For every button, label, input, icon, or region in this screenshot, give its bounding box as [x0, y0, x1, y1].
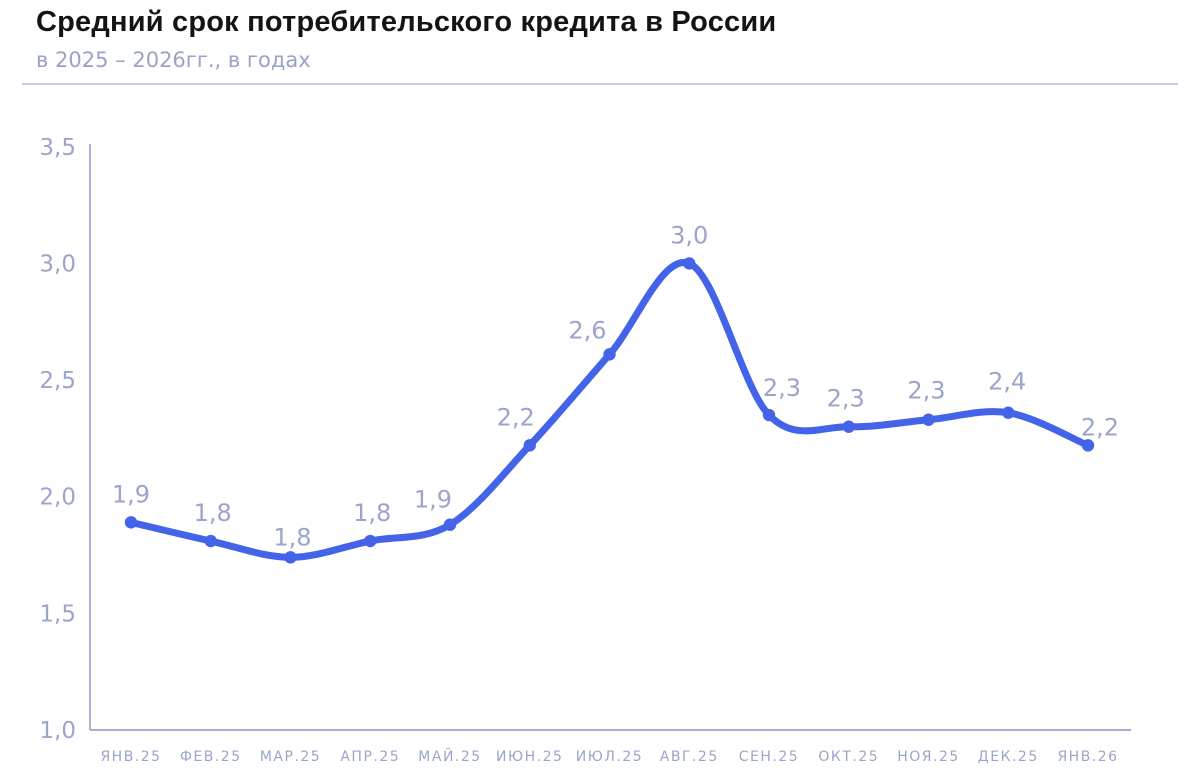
header-divider — [22, 83, 1178, 85]
x-tick-label: ИЮЛ.25 — [576, 749, 643, 765]
data-label: 2,3 — [763, 374, 801, 402]
x-tick-label: ЯНВ.26 — [1057, 749, 1118, 765]
data-label: 2,2 — [1081, 413, 1119, 441]
data-point — [124, 516, 138, 529]
data-label: 1,8 — [273, 523, 311, 551]
x-tick-label: ДЕК.25 — [978, 749, 1039, 765]
chart-title: Средний срок потребительского кредита в … — [36, 6, 777, 38]
x-tick-label: МАР.25 — [260, 749, 321, 765]
y-tick-label: 1,0 — [39, 718, 76, 744]
chart-subtitle: в 2025 – 2026гг., в годах — [36, 48, 311, 72]
data-point — [443, 518, 457, 531]
x-tick-label: ФЕВ.25 — [180, 749, 242, 765]
trend-line — [127, 258, 1092, 561]
data-label: 1,9 — [112, 480, 150, 508]
data-label: 1,8 — [194, 499, 232, 527]
data-label: 2,3 — [907, 377, 945, 405]
y-tick-label: 3,5 — [39, 135, 76, 161]
data-label: 1,8 — [353, 499, 391, 527]
data-point — [842, 420, 855, 433]
data-label: 2,4 — [988, 368, 1026, 396]
data-label: 2,2 — [497, 403, 535, 431]
data-point — [1002, 406, 1015, 419]
data-point — [922, 413, 935, 426]
data-point — [603, 348, 616, 361]
data-label: 1,9 — [414, 486, 452, 514]
y-tick-label: 2,5 — [39, 368, 76, 394]
data-label: 2,6 — [568, 316, 606, 344]
data-point — [364, 534, 377, 548]
data-point — [204, 534, 217, 548]
x-tick-label: ЯНВ.25 — [100, 749, 161, 765]
y-tick-label: 3,0 — [39, 251, 76, 277]
x-tick-label: АВГ.25 — [660, 749, 719, 765]
x-tick-label: МАЙ.25 — [418, 747, 481, 765]
data-point — [1081, 439, 1095, 452]
x-tick-label: ИЮН.25 — [496, 749, 563, 765]
y-tick-label: 2,0 — [39, 485, 76, 511]
data-point — [523, 439, 536, 452]
x-tick-label: ОКТ.25 — [818, 749, 879, 765]
data-point — [683, 257, 696, 270]
data-point — [284, 551, 297, 564]
x-tick-label: АПР.25 — [340, 749, 400, 765]
y-tick-label: 1,5 — [39, 601, 76, 627]
x-tick-label: СЕН.25 — [739, 749, 799, 765]
data-label: 2,3 — [827, 385, 865, 413]
x-tick-label: НОЯ.25 — [897, 749, 960, 765]
data-point — [762, 408, 776, 422]
data-label: 3,0 — [670, 221, 708, 249]
